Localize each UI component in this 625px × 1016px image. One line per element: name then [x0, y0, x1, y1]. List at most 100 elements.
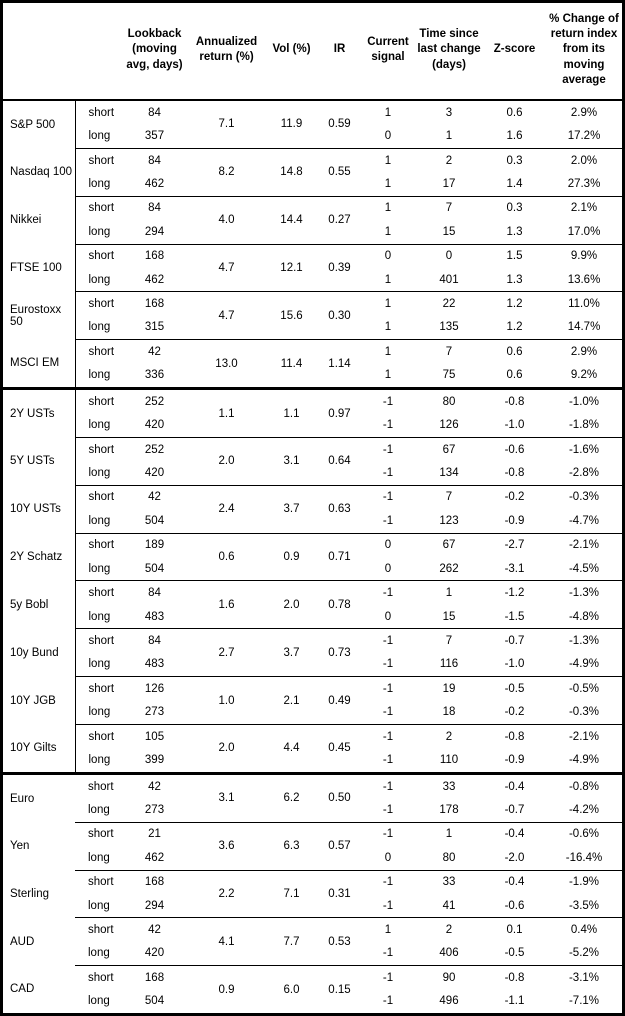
annualized-return-value: 3.1: [188, 771, 265, 823]
table-row: 10Y JGB short 126 1.0 2.1 0.49 -1 19 -0.5 -0.5%: [3, 676, 622, 725]
header-row: Lookback (moving avg, days) Annualized r…: [3, 3, 622, 101]
asset-group: Eurostoxx 50 short 168 4.7 15.6 0.30 1 22 1.2 11.…: [3, 291, 622, 340]
pct-change-value: 13.6%: [567, 273, 601, 286]
horizon-label: short: [75, 965, 121, 990]
table-row: long 294 -1 41 -0.6 -3.5%: [3, 894, 622, 918]
horizon-label: long: [88, 369, 111, 382]
asset-group: Nikkei short 84 4.0 14.4 0.27 1 7 0.3 2.1% long 294…: [3, 195, 622, 245]
pct-change-value: -3.1%: [546, 965, 622, 990]
horizon-label: short: [75, 821, 121, 847]
horizon-label: long: [88, 177, 111, 190]
pct-change-value: 2.0%: [546, 147, 622, 173]
asset-name: MSCI EM: [3, 339, 76, 389]
time-since-change-value: 110: [439, 754, 459, 767]
time-since-change-value: 15: [442, 225, 456, 238]
lookback-value: 168: [121, 243, 188, 268]
time-since-change-value: 1: [415, 580, 483, 605]
table-row: Euro short 42 3.1 6.2 0.50 -1 33 -0.4 -0.8%: [3, 771, 622, 823]
zscore-value: -0.7: [483, 628, 546, 653]
table-header: Lookback (moving avg, days) Annualized r…: [3, 3, 622, 101]
zscore-value: 1.3: [506, 225, 523, 238]
current-signal-value: 1: [361, 195, 415, 221]
time-since-change-value: 1: [415, 821, 483, 847]
zscore-value: 1.6: [506, 130, 523, 143]
lookback-value: 42: [121, 771, 188, 799]
pct-change-value: -4.2%: [568, 803, 600, 816]
lookback-value: 504: [144, 562, 165, 575]
vol-value: 14.8: [265, 147, 318, 197]
pct-change-value: -4.9%: [568, 658, 600, 671]
pct-change-value: -1.6%: [546, 436, 622, 462]
pct-change-value: 9.9%: [546, 243, 622, 268]
lookback-value: 273: [144, 803, 165, 816]
zscore-value: 0.6: [483, 99, 546, 125]
asset-name: 10y Bund: [3, 628, 76, 677]
vol-value: 3.7: [265, 628, 318, 677]
current-signal-value: -1: [382, 899, 394, 912]
vol-value: 11.4: [265, 339, 318, 389]
table-row: long 504 -1 123 -0.9 -4.7%: [3, 509, 622, 533]
lookback-value: 105: [121, 723, 188, 749]
zscore-value: 1.4: [506, 177, 523, 190]
current-signal-value: -1: [382, 706, 394, 719]
pct-change-value: 17.0%: [567, 225, 601, 238]
table-row: long 294 1 15 1.3 17.0%: [3, 220, 622, 244]
ir-value: 0.97: [318, 387, 361, 438]
ir-value: 0.63: [318, 484, 361, 534]
table-row: 2Y USTs short 252 1.1 1.1 0.97 -1 80 -0.8 -1.0%: [3, 387, 622, 438]
pct-change-value: -1.8%: [568, 419, 600, 432]
horizon-label: long: [88, 947, 110, 960]
table-row: 10y Bund short 84 2.7 3.7 0.73 -1 7 -0.7 -1.3%: [3, 628, 622, 677]
current-signal-value: -1: [382, 658, 394, 671]
time-since-change-value: 7: [415, 195, 483, 221]
table-row: long 420 -1 406 -0.5 -5.2%: [3, 942, 622, 966]
annualized-return-value: 4.7: [188, 243, 265, 292]
time-since-change-value: 67: [415, 532, 483, 558]
ir-value: 0.59: [318, 99, 361, 149]
asset-name: 5Y USTs: [3, 437, 76, 486]
time-since-change-value: 7: [415, 628, 483, 653]
vol-value: 6.0: [265, 965, 318, 1013]
zscore-value: -3.1: [504, 562, 525, 575]
horizon-label: short: [75, 99, 121, 125]
annualized-return-value: 2.2: [188, 869, 265, 918]
time-since-change-value: 406: [439, 947, 459, 960]
annualized-return-value: 8.2: [188, 147, 265, 197]
asset-group: CAD short 168 0.9 6.0 0.15 -1 90 -0.8 -3.1% long 50…: [3, 965, 622, 1013]
annualized-return-value: 2.4: [188, 484, 265, 534]
horizon-label: long: [88, 754, 111, 767]
lookback-value: 462: [144, 851, 165, 864]
vol-value: 12.1: [265, 243, 318, 292]
horizon-label: long: [88, 273, 111, 286]
current-signal-value: -1: [361, 436, 415, 462]
lookback-value: 294: [144, 225, 165, 238]
pct-change-value: -3.5%: [568, 899, 600, 912]
time-since-change-value: 134: [439, 467, 459, 480]
pct-change-value: 0.4%: [546, 917, 622, 942]
annualized-return-value: 4.0: [188, 195, 265, 245]
vol-value: 1.1: [265, 387, 318, 438]
time-since-change-value: 67: [415, 436, 483, 462]
annualized-return-value: 0.6: [188, 532, 265, 581]
time-since-change-value: 2: [415, 147, 483, 173]
header-pct-change: % Change of return index from its moving…: [546, 3, 622, 101]
current-signal-value: -1: [382, 514, 394, 527]
current-signal-value: -1: [382, 803, 394, 816]
table-row: S&P 500 short 84 7.1 11.9 0.59 1 3 0.6 2.9%: [3, 99, 622, 149]
pct-change-value: 2.9%: [546, 339, 622, 364]
asset-group: 10y Bund short 84 2.7 3.7 0.73 -1 7 -0.7 -1.3% lon…: [3, 628, 622, 677]
header-horizon: [75, 3, 121, 101]
asset-group: 10Y Gilts short 105 2.0 4.4 0.45 -1 2 -0.8 -2.1% l…: [3, 723, 622, 774]
time-since-change-value: 90: [415, 965, 483, 990]
asset-group: 10Y JGB short 126 1.0 2.1 0.49 -1 19 -0.5 -0.5% lo…: [3, 676, 622, 725]
horizon-label: long: [88, 514, 111, 527]
current-signal-value: 1: [361, 147, 415, 173]
horizon-label: short: [75, 580, 121, 605]
table-row: long 420 -1 134 -0.8 -2.8%: [3, 461, 622, 485]
annualized-return-value: 1.0: [188, 676, 265, 725]
time-since-change-value: 33: [415, 771, 483, 799]
ir-value: 0.31: [318, 869, 361, 918]
pct-change-value: -2.1%: [546, 723, 622, 749]
time-since-change-value: 178: [439, 803, 459, 816]
